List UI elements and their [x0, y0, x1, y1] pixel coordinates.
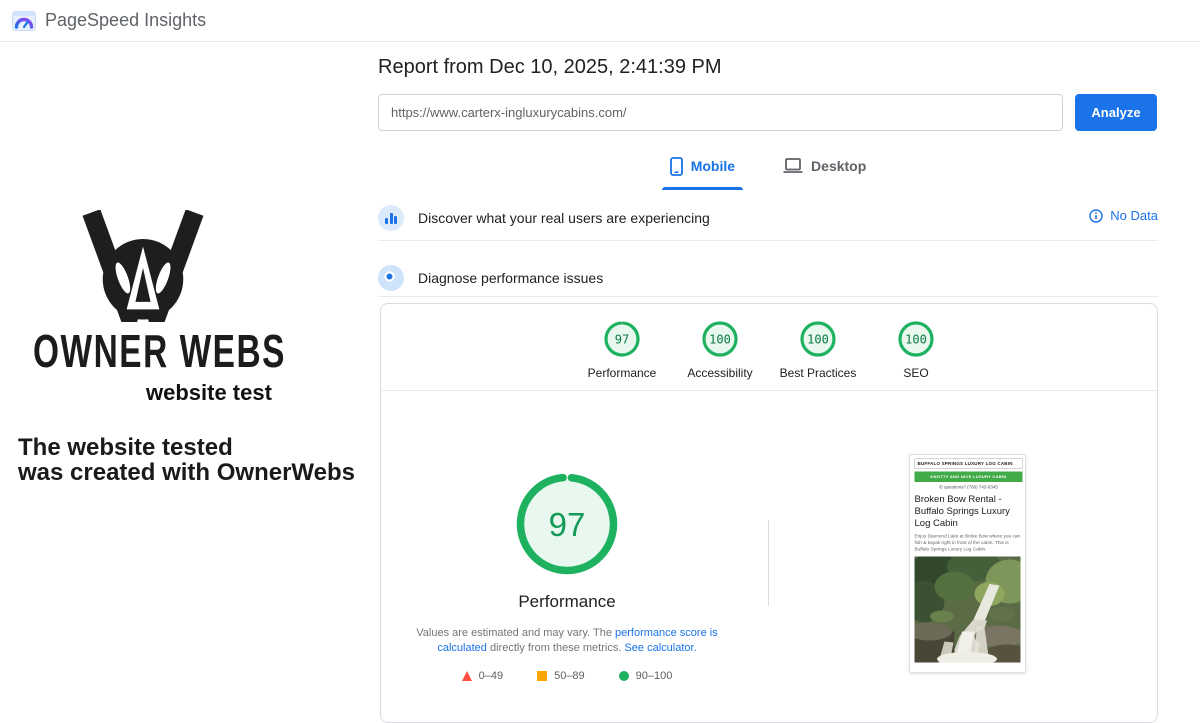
- pass-circle-icon: [618, 671, 629, 681]
- score-item-best-practices[interactable]: 100 Best Practices: [771, 318, 865, 380]
- section-divider-2: [378, 296, 1158, 297]
- section-divider: [378, 240, 1158, 241]
- category-scores-row: 97 Performance 100 Accessibility 100 Bes…: [381, 304, 1157, 391]
- disclaimer-text-1: Values are estimated and may vary. The: [416, 627, 615, 639]
- score-range-legend: 0–49 50–89 90–100: [417, 670, 717, 682]
- promo-note-line1: The website tested: [18, 434, 233, 461]
- tab-mobile-label: Mobile: [690, 158, 736, 174]
- score-item-seo[interactable]: 100 SEO: [869, 318, 963, 380]
- ownerwebs-logo: [82, 210, 204, 322]
- score-calculation-link[interactable]: performance score is calculated: [437, 627, 718, 654]
- gauge-screenshot-divider: [768, 520, 769, 606]
- analyze-button[interactable]: Analyze: [1075, 94, 1157, 131]
- score-disclaimer: Values are estimated and may vary. The p…: [407, 626, 727, 656]
- performance-score-gauge: 97: [604, 321, 640, 357]
- legend-fail: 0–49: [461, 670, 504, 682]
- no-data-indicator[interactable]: No Data: [1058, 208, 1158, 223]
- thumbnail-phone-line: ✆ questions? (786) 743-6345: [939, 484, 998, 490]
- svg-text:97: 97: [549, 506, 586, 543]
- pagespeed-logo-icon: [12, 10, 36, 31]
- active-tab-underline: [661, 187, 744, 190]
- diagnose-speed-icon: [378, 265, 404, 291]
- desktop-laptop-icon: [783, 158, 803, 173]
- thumbnail-heading: Broken Bow Rental - Buffalo Springs Luxu…: [914, 494, 1010, 529]
- legend-pass: 90–100: [618, 670, 673, 682]
- svg-text:100: 100: [905, 333, 927, 347]
- lighthouse-report-card: 97 Performance 100 Accessibility 100 Bes…: [380, 303, 1158, 723]
- report-title: Report from Dec 10, 2025, 2:41:39 PM: [378, 56, 722, 78]
- category-label: Performance: [587, 366, 657, 380]
- info-icon: [1089, 208, 1103, 223]
- website-test-label: website test: [146, 380, 272, 405]
- svg-text:100: 100: [709, 333, 731, 347]
- device-tabs: Mobile Desktop: [378, 148, 1158, 190]
- diagnose-label: Diagnose performance issues: [418, 270, 604, 286]
- site-screenshot-thumbnail[interactable]: Buffalo Springs Luxury Log Cabin Knotty …: [909, 454, 1026, 673]
- category-label: Accessibility: [687, 366, 753, 380]
- thumbnail-page: Buffalo Springs Luxury Log Cabin Knotty …: [910, 455, 1025, 672]
- performance-gauge-label: Performance: [518, 592, 616, 611]
- discover-label: Discover what your real users are experi…: [418, 210, 710, 226]
- thumbnail-body-text: Enjoy Diamond Lake at Broke Bow where yo…: [914, 533, 1021, 553]
- ownerwebs-brand-name: OWNER WEBS: [33, 326, 286, 378]
- fail-triangle-icon: [461, 671, 472, 681]
- svg-text:100: 100: [807, 333, 829, 347]
- thumbnail-waterfall-photo: [910, 551, 1025, 669]
- promo-note: The website tested was created with Owne…: [18, 435, 355, 485]
- no-data-label: No Data: [1110, 208, 1158, 223]
- discover-section-header[interactable]: Discover what your real users are experi…: [378, 202, 1158, 234]
- legend-pass-range: 90–100: [635, 670, 673, 682]
- svg-text:97: 97: [615, 333, 629, 347]
- category-label: Best Practices: [779, 366, 857, 380]
- legend-average-range: 50–89: [554, 670, 585, 682]
- diagnose-section-header[interactable]: Diagnose performance issues: [378, 262, 1158, 294]
- score-item-performance[interactable]: 97 Performance: [575, 318, 669, 380]
- see-calculator-link[interactable]: See calculator.: [624, 642, 697, 654]
- legend-fail-range: 0–49: [478, 670, 504, 682]
- accessibility-score-gauge: 100: [702, 321, 738, 357]
- category-label: SEO: [903, 366, 929, 380]
- promo-note-line2: was created with OwnerWebs: [18, 459, 355, 486]
- score-item-accessibility[interactable]: 100 Accessibility: [673, 318, 767, 380]
- tab-desktop[interactable]: Desktop: [773, 148, 876, 188]
- legend-average: 50–89: [537, 670, 585, 682]
- seo-score-gauge: 100: [898, 321, 934, 357]
- real-users-chart-icon: [378, 205, 404, 231]
- performance-main-gauge: 97: [516, 473, 618, 575]
- thumbnail-site-title: Buffalo Springs Luxury Log Cabin: [914, 458, 1023, 469]
- disclaimer-text-2: directly from these metrics.: [486, 642, 625, 654]
- mobile-phone-icon: [669, 156, 683, 176]
- url-input[interactable]: [378, 94, 1063, 131]
- tab-mobile[interactable]: Mobile: [660, 148, 745, 190]
- app-title: PageSpeed Insights: [45, 10, 207, 30]
- average-square-icon: [537, 671, 548, 681]
- app-header: PageSpeed Insights: [0, 0, 1200, 42]
- thumbnail-banner: Knotty and Nice Luxury Cabin: [914, 471, 1023, 482]
- tab-desktop-label: Desktop: [811, 158, 867, 174]
- best-practices-score-gauge: 100: [800, 321, 836, 357]
